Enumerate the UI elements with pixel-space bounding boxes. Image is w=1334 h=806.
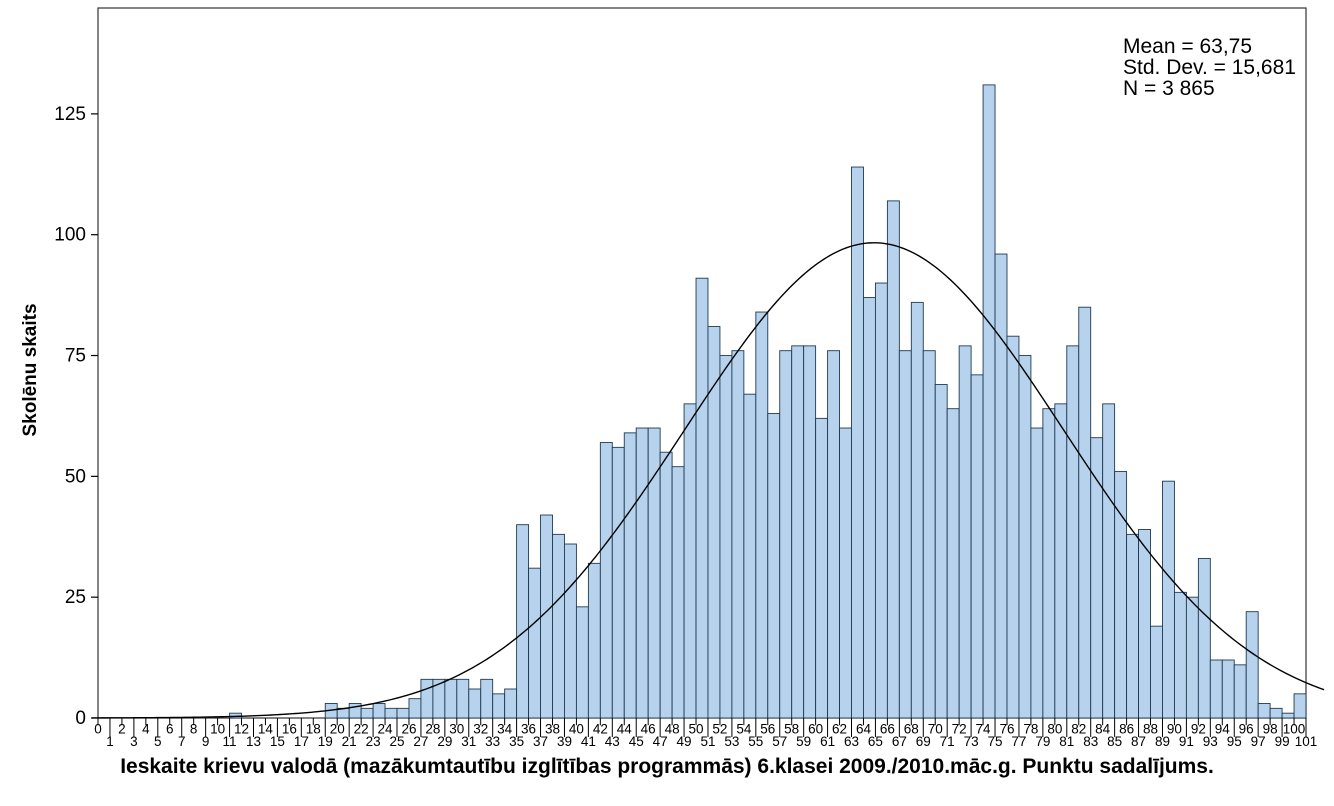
svg-text:8: 8 [190,721,198,736]
svg-text:9: 9 [202,734,210,749]
svg-text:25: 25 [65,587,86,608]
svg-text:125: 125 [54,104,86,125]
svg-text:100: 100 [54,225,86,246]
svg-text:75: 75 [65,346,86,367]
svg-text:5: 5 [154,734,162,749]
svg-text:101: 101 [1295,734,1318,749]
svg-text:7: 7 [178,734,186,749]
svg-text:0: 0 [75,708,86,729]
svg-text:6: 6 [166,721,174,736]
svg-text:50: 50 [65,466,86,487]
svg-text:1: 1 [106,734,114,749]
svg-text:2: 2 [118,721,126,736]
svg-text:4: 4 [142,721,150,736]
svg-text:3: 3 [130,734,138,749]
svg-text:0: 0 [94,721,102,736]
